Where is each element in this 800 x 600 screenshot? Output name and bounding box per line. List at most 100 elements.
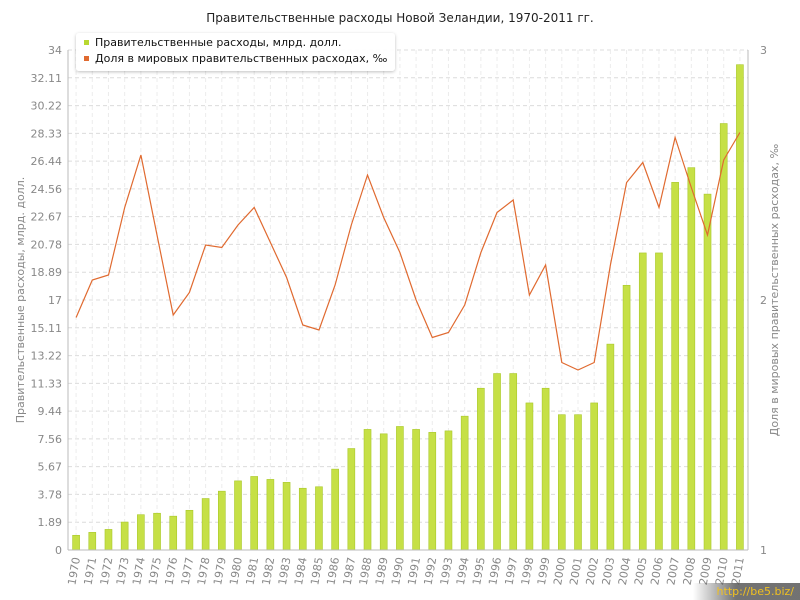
y-left-tick-label: 26.44 <box>31 155 63 168</box>
bar <box>671 182 679 551</box>
bar <box>88 532 97 551</box>
x-tick-label: 1993 <box>438 556 456 586</box>
y-left-tick-label: 28.33 <box>31 127 63 140</box>
y-left-tick-label: 32.11 <box>31 72 63 85</box>
bar <box>719 123 728 551</box>
x-tick-label: 2005 <box>632 556 650 586</box>
x-tick-label: 2003 <box>600 556 618 586</box>
x-tick-label: 1987 <box>341 556 359 586</box>
y-left-tick-label: 11.33 <box>31 377 63 390</box>
bar <box>153 512 161 551</box>
y-left-axis-title: Правительственные расходы, млрд. долл. <box>14 177 27 423</box>
bar <box>574 414 582 551</box>
y-left-tick-label: 22.67 <box>31 211 63 224</box>
bar <box>412 429 420 551</box>
bar <box>137 514 145 551</box>
legend-label-share: Доля в мировых правительственных расхода… <box>95 52 388 65</box>
x-tick-label: 1998 <box>519 556 537 586</box>
y-left-tick-label: 18.89 <box>31 266 63 279</box>
y-left-tick-label: 5.67 <box>38 461 63 474</box>
bar <box>655 252 663 551</box>
y-left-tick-label: 17 <box>48 294 62 307</box>
bar <box>590 402 598 551</box>
bar <box>298 487 307 551</box>
y-left-tick-label: 30.22 <box>31 100 63 113</box>
axes: 0 1.89 3.78 5.67 7.56 9.44 11.33 13.22 15.11 17 18… <box>31 44 768 586</box>
bar <box>250 476 258 551</box>
x-tick-label: 2006 <box>648 556 666 586</box>
bar <box>218 490 226 551</box>
x-tick-label: 1991 <box>405 556 423 586</box>
bar <box>558 414 566 551</box>
x-tick-label: 2009 <box>697 556 715 586</box>
x-tick-label: 1979 <box>211 556 229 586</box>
y-right-tick-label: 3 <box>760 44 767 57</box>
x-tick-label: 1990 <box>389 556 407 586</box>
bar <box>477 387 485 551</box>
y-left-tick-label: 1.89 <box>38 516 63 529</box>
bar <box>72 534 80 551</box>
x-tick-label: 1973 <box>114 556 132 586</box>
share-line <box>75 132 741 371</box>
x-tick-label: 1980 <box>227 556 245 586</box>
y-left-tick-label: 3.78 <box>38 488 63 501</box>
y-left-tick-label: 24.56 <box>31 183 63 196</box>
y-left-tick-label: 34 <box>48 44 62 57</box>
x-tick-label: 2010 <box>713 556 731 586</box>
legend-swatch-share <box>84 55 89 61</box>
x-tick-label: 1988 <box>357 556 375 586</box>
y-left-tick-label: 0 <box>55 544 62 557</box>
x-tick-label: 1970 <box>65 556 83 586</box>
y-left-tick-label: 13.22 <box>31 350 63 363</box>
y-left-tick-label: 20.78 <box>31 238 63 251</box>
bar <box>493 373 501 551</box>
x-tick-label: 2000 <box>551 556 569 586</box>
legend-item-spending[interactable]: Правительственные расходы, млрд. долл. <box>84 35 387 51</box>
bar <box>120 521 129 551</box>
bar <box>428 432 437 551</box>
x-tick-label: 1972 <box>98 556 116 586</box>
x-tick-label: 1975 <box>146 556 164 586</box>
x-tick-label: 2004 <box>616 556 634 586</box>
line-series <box>75 132 741 371</box>
bar <box>347 448 356 551</box>
y-right-axis-title: Доля в мировых правительственных расхода… <box>768 144 781 437</box>
x-tick-label: 2008 <box>681 556 699 586</box>
bar <box>525 402 534 551</box>
y-left-tick-label: 7.56 <box>38 433 63 446</box>
legend-item-share[interactable]: Доля в мировых правительственных расхода… <box>84 51 387 67</box>
bar <box>234 480 242 551</box>
bar <box>541 387 550 551</box>
x-tick-label: 1974 <box>130 556 148 586</box>
legend: Правительственные расходы, млрд. долл. Д… <box>76 33 396 71</box>
x-tick-label: 1997 <box>503 556 521 586</box>
x-tick-label: 2001 <box>567 556 585 586</box>
x-tick-label: 1978 <box>195 556 213 586</box>
axis-titles: Правительственные расходы, млрд. долл. До… <box>14 144 781 437</box>
x-tick-label: 1983 <box>276 556 294 586</box>
x-tick-label: 1977 <box>179 556 197 586</box>
bar <box>169 515 178 551</box>
bar <box>509 373 518 551</box>
bar-series <box>72 64 744 551</box>
x-tick-label: 1986 <box>324 556 342 586</box>
x-tick-label: 1985 <box>308 556 326 586</box>
y-right-tick-label: 1 <box>760 544 767 557</box>
chart-title: Правительственные расходы Новой Зеландии… <box>206 11 594 25</box>
bar <box>703 193 712 551</box>
watermark[interactable]: http://be5.biz/ <box>692 583 800 600</box>
bar <box>687 167 696 551</box>
bar <box>363 429 372 551</box>
x-tick-label: 1994 <box>454 556 472 586</box>
x-tick-label: 2011 <box>729 556 747 586</box>
bar <box>460 415 469 551</box>
x-tick-label: 1982 <box>260 556 278 586</box>
bar <box>201 498 210 551</box>
bar <box>185 509 194 551</box>
x-tick-label: 1995 <box>470 556 488 586</box>
legend-swatch-spending <box>84 39 89 45</box>
bar <box>379 433 388 551</box>
bar <box>104 529 113 551</box>
bar <box>444 430 453 551</box>
